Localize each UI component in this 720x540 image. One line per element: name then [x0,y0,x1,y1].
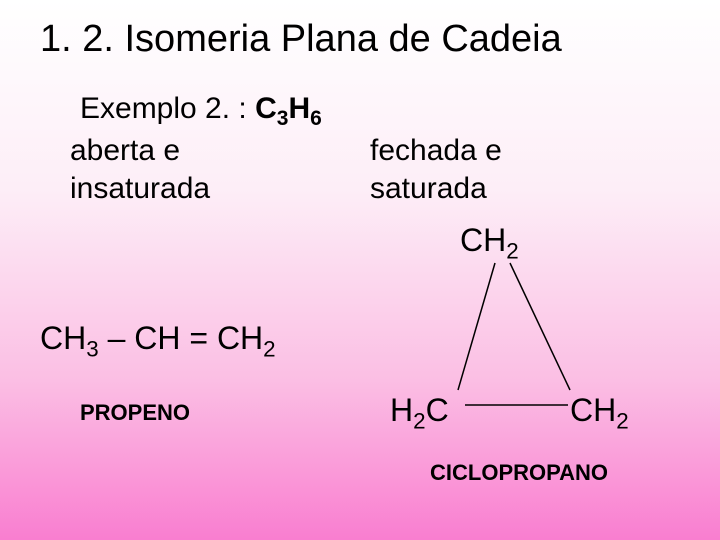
cyclo-bl-c: C [426,392,449,428]
propene-ch2: CH [217,320,263,356]
propene-sep1: – [99,320,135,356]
triangle-edge-left [458,263,495,390]
right-description: fechada e saturada [370,132,502,207]
formula-sub2: 6 [310,107,322,130]
example-prefix: Exemplo 2. : [80,92,255,125]
right-line2: saturada [370,170,502,208]
cyclo-bottom-left-vertex: H2C [390,392,449,434]
triangle-edge-right [510,263,570,390]
cyclo-bottom-right-vertex: CH2 [570,392,629,434]
cyclo-br-ch: CH [570,392,616,428]
propene-formula: CH3 – CH = CH2 [40,320,276,362]
propene-sep2: = [180,320,216,356]
cyclo-br-sub: 2 [616,408,628,433]
example-line: Exemplo 2. : C3H6 [80,92,322,131]
left-line1: aberta e [70,132,210,170]
propene-ch2-sub: 2 [263,336,275,361]
cyclo-bl-h: H [390,392,413,428]
propene-ch: CH [134,320,180,356]
right-line1: fechada e [370,132,502,170]
left-line2: insaturada [70,170,210,208]
propene-ch3-sub: 3 [86,336,98,361]
cyclo-top-ch: CH [460,222,506,258]
left-description: aberta e insaturada [70,132,210,207]
cyclopropane-triangle [420,255,620,415]
cyclo-bl-sub: 2 [413,408,425,433]
slide-title: 1. 2. Isomeria Plana de Cadeia [40,18,562,61]
formula-sub1: 3 [277,107,289,130]
formula-h: H [288,92,310,125]
propene-label: PROPENO [80,400,190,426]
formula-c: C [255,92,277,125]
ciclopropano-label: CICLOPROPANO [430,460,608,486]
propene-ch3: CH [40,320,86,356]
